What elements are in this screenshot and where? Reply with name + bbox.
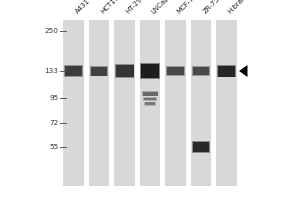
Text: ZR-75-1: ZR-75-1 — [202, 0, 226, 15]
Bar — [144, 102, 156, 106]
Bar — [64, 65, 83, 77]
Bar — [193, 67, 209, 75]
Bar — [216, 20, 237, 186]
Bar — [91, 66, 107, 75]
Bar — [140, 20, 160, 186]
Bar — [65, 66, 82, 76]
Text: LNCap: LNCap — [151, 0, 171, 15]
Text: 133: 133 — [45, 68, 58, 74]
Text: 95: 95 — [49, 95, 58, 101]
Text: 72: 72 — [49, 120, 58, 126]
Text: HCT118: HCT118 — [100, 0, 124, 15]
Bar — [193, 142, 209, 152]
Bar — [145, 102, 155, 105]
Bar — [191, 20, 211, 186]
Text: HT-29: HT-29 — [125, 0, 144, 15]
Bar — [142, 91, 158, 96]
Bar — [192, 141, 210, 153]
Bar — [115, 64, 134, 78]
Text: 55: 55 — [49, 144, 58, 150]
Bar — [192, 66, 210, 76]
Text: A431: A431 — [74, 0, 91, 15]
Bar — [90, 66, 108, 76]
Bar — [89, 20, 109, 186]
Text: 250: 250 — [45, 28, 58, 34]
Bar — [167, 67, 184, 75]
Bar — [217, 65, 236, 77]
Polygon shape — [239, 65, 248, 77]
Bar — [63, 20, 84, 186]
Bar — [143, 97, 157, 101]
Bar — [165, 20, 186, 186]
Bar — [140, 63, 160, 79]
Bar — [116, 65, 134, 77]
Bar — [141, 64, 159, 78]
Text: MCF-7: MCF-7 — [176, 0, 196, 15]
Bar — [166, 66, 184, 76]
Text: H.brain: H.brain — [227, 0, 249, 15]
Bar — [144, 98, 156, 100]
Bar — [114, 20, 135, 186]
Bar — [218, 66, 236, 76]
Bar — [142, 92, 158, 96]
